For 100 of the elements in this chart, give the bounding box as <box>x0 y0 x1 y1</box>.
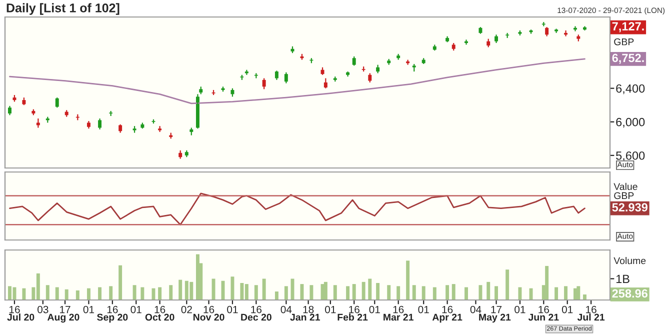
bar <box>46 285 50 300</box>
x-tick-label: 16 <box>393 306 404 314</box>
bar <box>55 287 59 300</box>
x-tick-label: 01 <box>562 306 573 314</box>
bar <box>396 286 400 300</box>
bar <box>300 284 304 300</box>
x2-tick-label: Nov 20 <box>193 314 224 321</box>
bar <box>118 265 122 300</box>
bar <box>109 286 113 300</box>
bar <box>368 278 372 300</box>
x2-tick-label: Mar 21 <box>384 314 414 321</box>
bar <box>412 285 416 300</box>
y-tick-label: 1B <box>616 274 630 283</box>
x2-tick-label: Jul 20 <box>7 314 34 321</box>
x-tick-label: 16 <box>586 306 596 314</box>
x-tick-label: 16 <box>349 306 360 314</box>
y-axis-title: Value GBP <box>614 182 638 200</box>
bar <box>406 260 410 300</box>
x-tick-label: 01 <box>227 306 238 314</box>
x-tick-label: 16 <box>442 306 453 314</box>
bar <box>98 287 102 300</box>
bar <box>333 285 337 300</box>
bar <box>86 288 90 300</box>
x-tick-label: 01 <box>418 306 429 314</box>
x-tick-label: 04 <box>470 306 482 314</box>
bar <box>554 287 558 300</box>
bar <box>64 289 68 300</box>
x2-tick-label: Jan 21 <box>290 314 320 321</box>
bar <box>529 288 533 300</box>
x-tick-label: 17 <box>491 306 502 314</box>
x-tick-label: 17 <box>60 306 70 314</box>
x2-tick-label: Apr 21 <box>432 314 462 323</box>
chart-title: Daily [List 1 of 102] <box>6 3 120 15</box>
bar <box>376 282 380 300</box>
x2-tick-label: Aug 20 <box>47 314 80 323</box>
x2-tick-label: Jul 21 <box>577 314 605 321</box>
bar <box>352 284 356 300</box>
bar <box>446 285 450 300</box>
x-tick-label: 16 <box>251 306 262 314</box>
bar <box>564 286 568 300</box>
bar <box>362 282 366 300</box>
x-tick-label: 01 <box>130 306 142 314</box>
bar <box>464 287 468 300</box>
x2-tick-label: Dec 20 <box>241 314 272 321</box>
bar <box>324 282 328 300</box>
bar <box>576 286 580 300</box>
bar <box>254 285 258 300</box>
bar <box>518 287 522 300</box>
y-tick-label: 6,000 <box>616 118 645 128</box>
x-tick-label: 16 <box>538 306 549 314</box>
bar <box>262 278 266 300</box>
bar <box>284 286 288 300</box>
x-tick-label: 16 <box>154 306 166 314</box>
bar <box>452 284 456 300</box>
y-tick-label: 5,600 <box>616 151 645 162</box>
bar <box>422 286 426 300</box>
x-tick-label: 16 <box>107 306 118 314</box>
x-tick-label: 18 <box>303 306 314 314</box>
x-tick-label: 01 <box>83 306 94 314</box>
x2-tick-label: Oct 20 <box>145 314 174 321</box>
line-series <box>9 58 586 104</box>
x-tick-label: 01 <box>369 306 380 314</box>
x2-tick-label: May 21 <box>479 314 511 323</box>
bar <box>230 276 234 300</box>
bar <box>140 287 144 300</box>
bar <box>178 280 182 300</box>
bar <box>432 287 436 300</box>
x-tick-label: 16 <box>204 306 214 314</box>
x2-tick-label: Jun 21 <box>528 314 559 321</box>
bar <box>132 285 136 300</box>
x-tick-label: 01 <box>514 306 526 314</box>
y-axis-title: Volume <box>614 257 646 264</box>
y-axis-title: GBP <box>614 38 634 46</box>
bar <box>582 294 586 300</box>
bar <box>506 270 510 300</box>
bar <box>478 285 482 300</box>
bar <box>158 287 162 300</box>
bar <box>486 282 490 300</box>
annotation: 6,752. <box>612 54 644 64</box>
x2-tick-label: Sep 20 <box>97 314 128 323</box>
x-tick-label: 16 <box>9 306 20 314</box>
bar <box>274 291 278 300</box>
x-tick-label: 01 <box>325 306 336 314</box>
bar <box>152 288 156 300</box>
annotation: 258.96 <box>612 289 648 298</box>
bar <box>545 266 549 300</box>
y-tick-label: 6,400 <box>616 84 645 94</box>
x2-tick-label: Feb 21 <box>338 314 368 321</box>
bar <box>387 285 391 300</box>
bar <box>76 290 80 300</box>
bar <box>169 285 173 300</box>
x-tick-label: 04 <box>280 306 292 314</box>
x-tick-label: 03 <box>38 306 48 314</box>
annotation: 52.939 <box>612 203 648 212</box>
bar <box>310 285 314 300</box>
bar <box>346 286 350 300</box>
bar <box>494 286 498 300</box>
bar <box>22 288 26 300</box>
annotation: 7,127. <box>612 22 644 32</box>
x-tick-label: 02 <box>181 306 192 314</box>
